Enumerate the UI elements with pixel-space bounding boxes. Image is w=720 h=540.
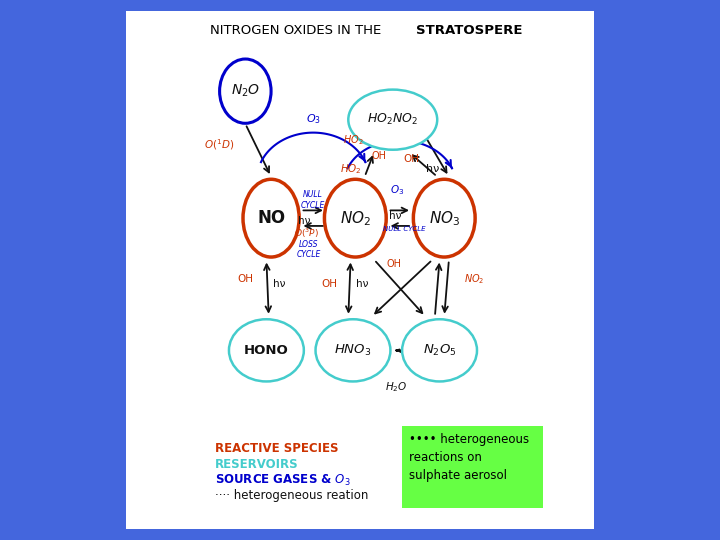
Text: OH: OH [372, 151, 386, 161]
Ellipse shape [348, 90, 437, 150]
Text: STRATOSPERE: STRATOSPERE [416, 24, 523, 37]
Text: OH: OH [322, 279, 338, 289]
Text: NULL CYCLE: NULL CYCLE [383, 226, 426, 232]
Text: $N_2O$: $N_2O$ [230, 83, 260, 99]
Text: REACTIVE SPECIES: REACTIVE SPECIES [215, 442, 338, 455]
Ellipse shape [413, 179, 475, 257]
Text: LOSS
CYCLE: LOSS CYCLE [297, 240, 320, 259]
Ellipse shape [220, 59, 271, 123]
Text: $N_2O_5$: $N_2O_5$ [423, 343, 456, 358]
Text: $HO_2NO_2$: $HO_2NO_2$ [367, 112, 418, 127]
Text: $O_3$: $O_3$ [306, 113, 320, 126]
Text: SOURCE GASES & $O_3$: SOURCE GASES & $O_3$ [215, 472, 351, 488]
Text: hν: hν [389, 211, 401, 220]
Text: hν: hν [356, 279, 369, 289]
Text: NULL
CYCLE: NULL CYCLE [301, 190, 325, 210]
Text: RESERVOIRS: RESERVOIRS [215, 458, 299, 471]
Text: •••• heterogeneous
reactions on
sulphate aerosol: •••• heterogeneous reactions on sulphate… [409, 433, 529, 482]
Text: $H_2O$: $H_2O$ [385, 380, 408, 394]
FancyBboxPatch shape [402, 426, 543, 509]
Text: $HNO_3$: $HNO_3$ [334, 343, 372, 358]
Text: hν: hν [274, 279, 286, 289]
Text: OH: OH [403, 153, 420, 164]
Ellipse shape [315, 319, 390, 381]
Ellipse shape [402, 319, 477, 381]
Text: $HO_2$: $HO_2$ [343, 133, 364, 147]
Text: $O(^1D)$: $O(^1D)$ [204, 137, 235, 152]
Text: hν: hν [426, 164, 439, 174]
Text: NITROGEN OXIDES IN THE: NITROGEN OXIDES IN THE [210, 24, 386, 37]
Text: HONO: HONO [244, 344, 289, 357]
Text: $NO_2$: $NO_2$ [464, 272, 485, 286]
Text: NO: NO [257, 209, 285, 227]
Text: ···· heterogeneous reation: ···· heterogeneous reation [215, 489, 369, 502]
Text: hν: hν [297, 216, 310, 226]
Ellipse shape [325, 179, 386, 257]
Text: $O_3$: $O_3$ [390, 183, 405, 197]
Text: $NO_2$: $NO_2$ [340, 209, 371, 227]
Text: OH: OH [387, 259, 402, 268]
Text: $HO_2$: $HO_2$ [340, 162, 361, 176]
Text: OH: OH [238, 274, 253, 284]
Text: $NO_3$: $NO_3$ [428, 209, 460, 227]
Text: $O(^3P)$: $O(^3P)$ [294, 227, 319, 240]
Ellipse shape [229, 319, 304, 381]
Ellipse shape [243, 179, 300, 257]
